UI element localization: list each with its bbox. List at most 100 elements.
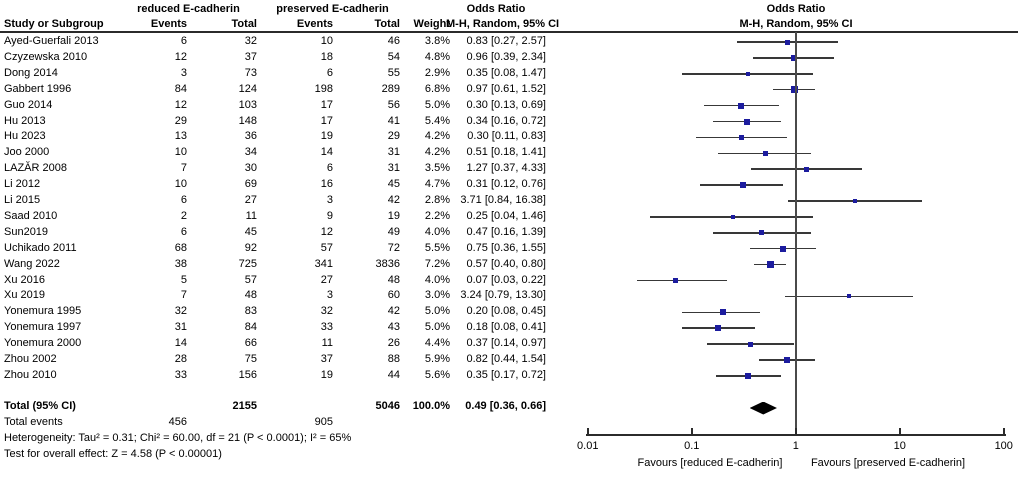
events-reduced: 68 bbox=[174, 241, 187, 254]
or-ci-text: 0.30 [0.11, 0.83] bbox=[467, 130, 546, 143]
x-axis-tick bbox=[899, 428, 901, 435]
events-preserved: 14 bbox=[320, 146, 333, 159]
point-estimate-marker bbox=[790, 86, 798, 94]
point-estimate-marker bbox=[673, 278, 679, 283]
events-reduced: 38 bbox=[174, 257, 187, 270]
total-weight: 100.0% bbox=[412, 400, 450, 412]
plot-subtitle: M-H, Random, 95% CI bbox=[739, 18, 853, 30]
group-header-reduced: reduced E-cadherin bbox=[137, 3, 240, 15]
point-estimate-marker bbox=[790, 54, 797, 61]
total-reduced: 30 bbox=[244, 162, 257, 175]
events-reduced: 12 bbox=[174, 98, 187, 111]
total-preserved: 46 bbox=[387, 35, 400, 47]
total-preserved: 3836 bbox=[375, 257, 400, 270]
events-reduced: 10 bbox=[174, 146, 187, 159]
or-ci-text: 0.25 [0.04, 1.46] bbox=[466, 209, 546, 222]
total-preserved: 72 bbox=[387, 241, 400, 254]
study-name: Yonemura 1997 bbox=[4, 321, 82, 334]
total-preserved: 19 bbox=[387, 209, 400, 222]
events-reduced: 33 bbox=[174, 368, 187, 381]
events-reduced: 3 bbox=[180, 66, 187, 79]
total-events-reduced: 456 bbox=[168, 416, 187, 428]
events-reduced: 2 bbox=[180, 209, 187, 222]
point-estimate-marker bbox=[852, 199, 857, 203]
total-preserved: 43 bbox=[387, 321, 400, 334]
total-reduced: 156 bbox=[238, 368, 257, 381]
total-reduced: 66 bbox=[244, 337, 257, 350]
weight: 7.2% bbox=[424, 257, 450, 270]
study-name: Saad 2010 bbox=[4, 209, 58, 222]
or-ci-text: 0.18 [0.08, 0.41] bbox=[466, 321, 546, 334]
study-name: Wang 2022 bbox=[4, 257, 60, 270]
events-preserved: 10 bbox=[320, 35, 333, 47]
col-header-total-preserved: Total bbox=[374, 18, 400, 30]
point-estimate-marker bbox=[748, 341, 754, 347]
events-reduced: 10 bbox=[174, 178, 187, 191]
total-preserved: 88 bbox=[387, 353, 400, 365]
events-preserved: 19 bbox=[320, 130, 333, 143]
events-reduced: 7 bbox=[180, 289, 187, 302]
x-axis-tick-label: 10 bbox=[893, 440, 906, 452]
total-preserved: 5046 bbox=[375, 400, 400, 412]
events-preserved: 33 bbox=[320, 321, 333, 334]
events-reduced: 84 bbox=[174, 82, 187, 95]
weight: 4.7% bbox=[424, 178, 450, 191]
weight: 5.9% bbox=[424, 353, 450, 365]
no-effect-line bbox=[795, 32, 797, 435]
point-estimate-marker bbox=[738, 134, 744, 140]
x-axis-tick bbox=[587, 428, 589, 435]
total-preserved: 289 bbox=[381, 82, 400, 95]
point-estimate-marker bbox=[720, 309, 727, 316]
favours-right-label: Favours [preserved E-cadherin] bbox=[810, 457, 966, 469]
total-reduced: 2155 bbox=[232, 400, 257, 412]
events-reduced: 32 bbox=[174, 305, 187, 318]
point-estimate-marker bbox=[783, 357, 790, 363]
total-preserved: 41 bbox=[387, 114, 400, 127]
total-reduced: 36 bbox=[244, 130, 257, 143]
col-header-total-reduced: Total bbox=[231, 18, 257, 30]
x-axis-tick-label: 1 bbox=[792, 440, 799, 452]
weight: 2.2% bbox=[424, 209, 450, 222]
or-ci-text: 0.51 [0.18, 1.41] bbox=[466, 146, 546, 159]
events-preserved: 57 bbox=[320, 241, 333, 254]
total-reduced: 32 bbox=[244, 35, 257, 47]
total-preserved: 45 bbox=[387, 178, 400, 191]
point-estimate-marker bbox=[738, 102, 745, 109]
weight: 5.5% bbox=[424, 241, 450, 254]
weight: 5.0% bbox=[424, 321, 450, 334]
total-reduced: 75 bbox=[244, 353, 257, 365]
weight: 4.2% bbox=[424, 146, 450, 159]
point-estimate-marker bbox=[744, 118, 751, 125]
or-ci-text: 0.20 [0.08, 0.45] bbox=[466, 305, 546, 318]
events-reduced: 7 bbox=[180, 162, 187, 175]
total-preserved: 54 bbox=[387, 50, 400, 63]
events-preserved: 17 bbox=[320, 114, 333, 127]
total-reduced: 124 bbox=[238, 82, 257, 95]
events-reduced: 6 bbox=[180, 194, 187, 206]
heterogeneity-stats: Heterogeneity: Tau² = 0.31; Chi² = 60.00… bbox=[4, 432, 352, 444]
x-axis-tick bbox=[691, 428, 693, 435]
total-reduced: 48 bbox=[244, 289, 257, 302]
events-preserved: 198 bbox=[314, 82, 333, 95]
point-estimate-marker bbox=[715, 325, 722, 332]
events-reduced: 31 bbox=[174, 321, 187, 334]
overall-effect-stats: Test for overall effect: Z = 4.58 (P < 0… bbox=[4, 448, 222, 460]
events-preserved: 19 bbox=[320, 368, 333, 381]
total-reduced: 45 bbox=[244, 225, 257, 238]
weight: 3.8% bbox=[424, 35, 450, 47]
study-name: Ayed-Guerfali 2013 bbox=[4, 35, 99, 47]
weight: 4.0% bbox=[424, 225, 450, 238]
total-reduced: 92 bbox=[244, 241, 257, 254]
total-reduced: 83 bbox=[244, 305, 257, 318]
events-reduced: 6 bbox=[180, 225, 187, 238]
x-axis-tick bbox=[1003, 428, 1005, 435]
or-ci-text: 1.27 [0.37, 4.33] bbox=[466, 162, 546, 175]
or-ci-text: 0.57 [0.40, 0.80] bbox=[466, 257, 546, 270]
or-ci-text: 3.24 [0.79, 13.30] bbox=[460, 289, 546, 302]
total-preserved: 60 bbox=[387, 289, 400, 302]
summary-diamond bbox=[749, 401, 777, 415]
point-estimate-marker bbox=[779, 245, 786, 252]
total-reduced: 103 bbox=[238, 98, 257, 111]
study-name: Xu 2019 bbox=[4, 289, 45, 302]
